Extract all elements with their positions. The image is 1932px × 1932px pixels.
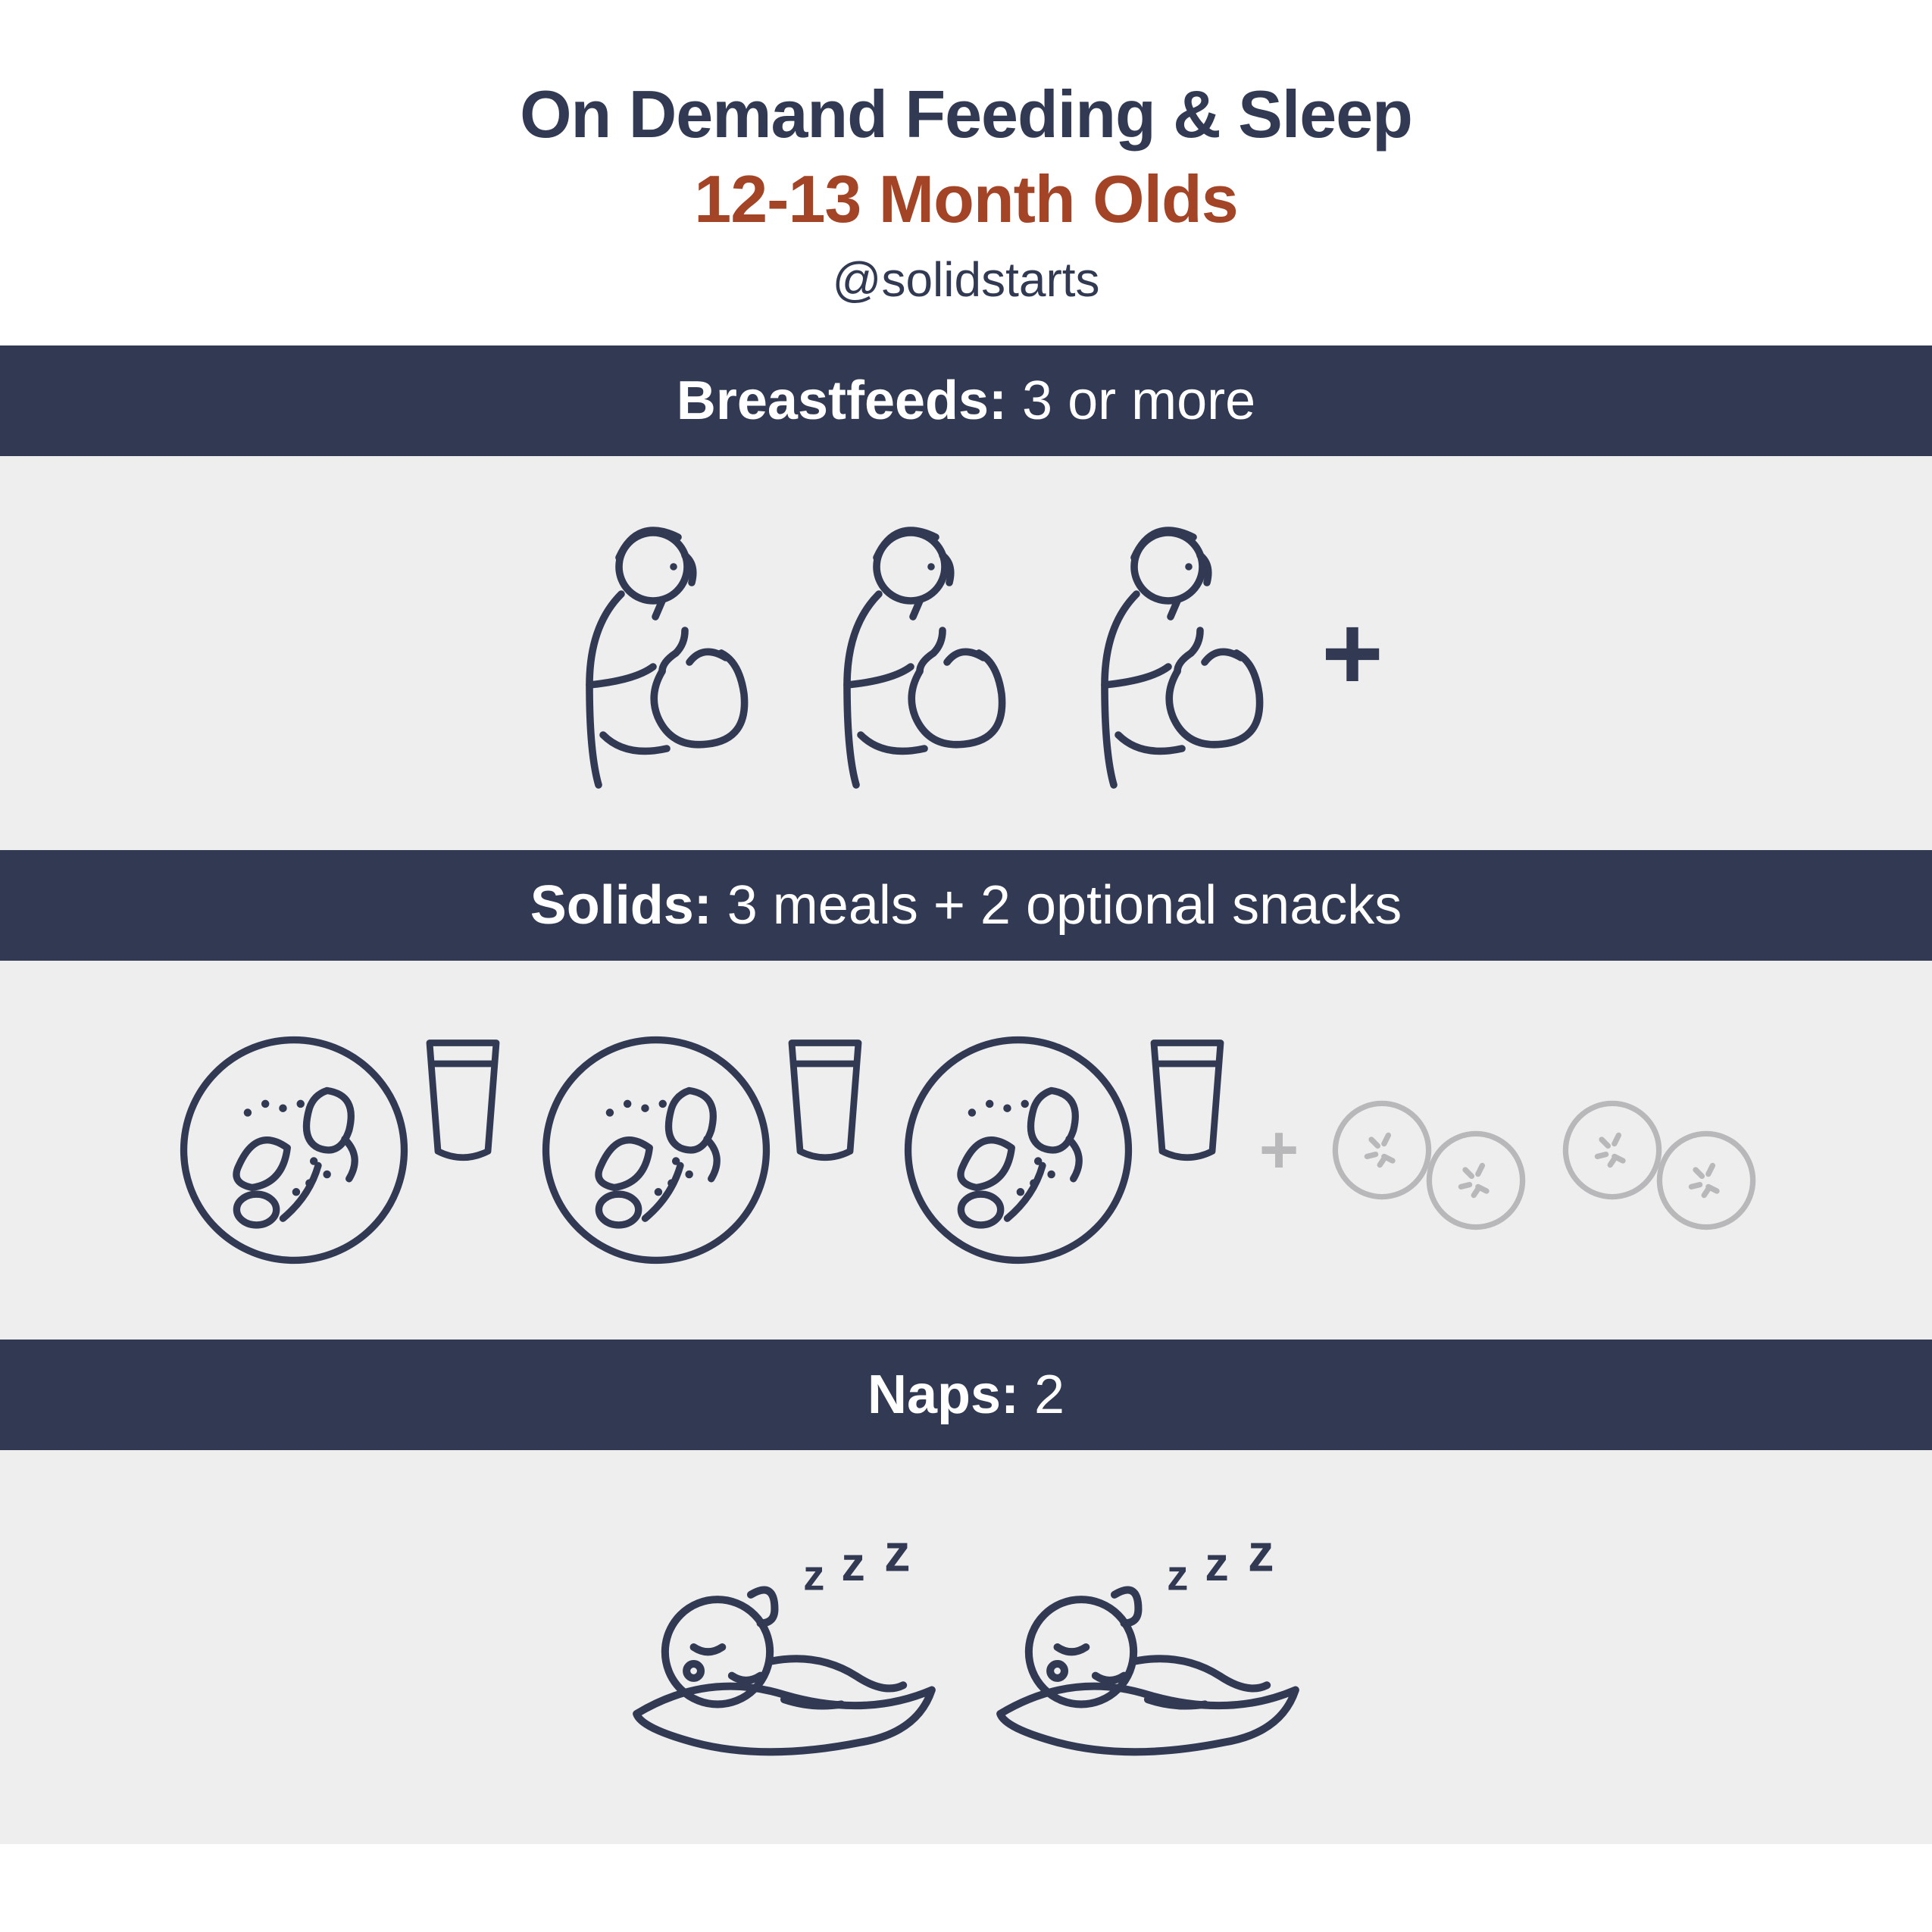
cup-icon	[1146, 1029, 1229, 1165]
snack-icon-group	[1329, 1067, 1529, 1233]
snack-circle-icon	[1653, 1127, 1759, 1233]
solids-bar: Solids: 3 meals + 2 optional snacks	[0, 850, 1932, 961]
header: On Demand Feeding & Sleep 12-13 Month Ol…	[0, 0, 1932, 345]
breastfeeds-label-bold: Breastfeeds:	[677, 370, 1007, 431]
svg-text:z: z	[884, 1526, 911, 1582]
naps-label-rest: 2	[1019, 1365, 1064, 1425]
handle-text: @solidstarts	[0, 252, 1932, 308]
solids-body: +	[0, 961, 1932, 1340]
plate-icon	[897, 1029, 1140, 1271]
infographic-page: On Demand Feeding & Sleep 12-13 Month Ol…	[0, 0, 1932, 1932]
snack-circle-icon	[1329, 1097, 1435, 1203]
meal-icon-group	[535, 1029, 867, 1271]
solids-label-bold: Solids:	[530, 875, 712, 936]
snack-icon-group	[1559, 1067, 1759, 1233]
solids-label-rest: 3 meals + 2 optional snacks	[712, 875, 1402, 936]
naps-bar: Naps: 2	[0, 1340, 1932, 1450]
breastfeeding-icon	[1064, 517, 1291, 789]
breastfeeding-icon	[806, 517, 1033, 789]
sleeping-baby-icon: z z z	[617, 1526, 951, 1768]
cup-icon	[421, 1029, 505, 1165]
plate-icon	[535, 1029, 777, 1271]
breastfeeds-label-rest: 3 or more	[1007, 370, 1255, 431]
cup-icon	[783, 1029, 867, 1165]
naps-body: z z z z z z	[0, 1450, 1932, 1844]
plus-icon: +	[1321, 600, 1383, 706]
sleeping-baby-icon: z z z	[981, 1526, 1315, 1768]
plate-icon	[173, 1029, 415, 1271]
plus-icon: +	[1259, 1116, 1299, 1184]
svg-text:z: z	[1248, 1526, 1274, 1582]
naps-label-bold: Naps:	[868, 1365, 1019, 1425]
breastfeeds-body: +	[0, 456, 1932, 850]
svg-text:z: z	[803, 1552, 824, 1599]
page-subtitle: 12-13 Month Olds	[0, 161, 1932, 238]
snack-circle-icon	[1423, 1127, 1529, 1233]
meal-icon-group	[173, 1029, 505, 1271]
breastfeeds-bar: Breastfeeds: 3 or more	[0, 345, 1932, 456]
page-title: On Demand Feeding & Sleep	[0, 76, 1932, 153]
meal-icon-group	[897, 1029, 1229, 1271]
svg-text:z: z	[1205, 1538, 1228, 1591]
svg-text:z: z	[841, 1538, 864, 1591]
snack-circle-icon	[1559, 1097, 1665, 1203]
svg-text:z: z	[1167, 1552, 1188, 1599]
breastfeeding-icon	[549, 517, 776, 789]
